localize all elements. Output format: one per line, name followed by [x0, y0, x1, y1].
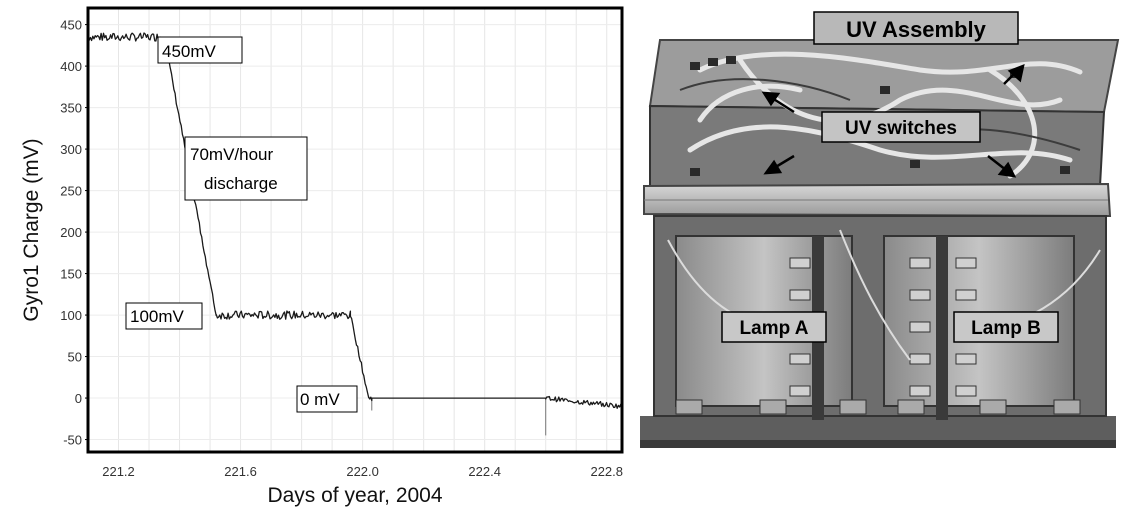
photo-title-label: UV Assembly [813, 11, 1019, 45]
y-axis-title: Gyro1 Charge (mV) [20, 138, 43, 321]
svg-text:100mV: 100mV [130, 307, 185, 326]
y-tick-label: 150 [60, 267, 82, 282]
svg-text:450mV: 450mV [162, 42, 217, 61]
annotation-450mv: 450mV [157, 36, 243, 64]
y-tick-label: 100 [60, 308, 82, 323]
x-tick-label: 222.4 [468, 464, 501, 479]
y-tick-label: 50 [68, 350, 82, 365]
y-tick-label: 250 [60, 184, 82, 199]
svg-text:0 mV: 0 mV [300, 390, 340, 409]
plot-frame [86, 6, 624, 454]
y-tick-label: 300 [60, 142, 82, 157]
svg-text:discharge: discharge [204, 174, 278, 193]
x-axis-title: Days of year, 2004 [267, 484, 442, 507]
svg-text:UV Assembly: UV Assembly [846, 17, 987, 42]
svg-text:UV switches: UV switches [845, 118, 957, 139]
y-tick-label: 400 [60, 59, 82, 74]
uv-switches-label: UV switches [821, 111, 981, 143]
y-tick-label: 450 [60, 18, 82, 33]
lamp-b-label: Lamp B [953, 311, 1059, 343]
plot-area [88, 8, 622, 452]
annotation-0mv: 0 mV [296, 385, 358, 413]
x-tick-label: 221.2 [102, 464, 135, 479]
y-tick-label: 200 [60, 225, 82, 240]
gridlines [87, 8, 622, 452]
annotation-100mv: 100mV [125, 302, 203, 330]
x-tick-label: 221.6 [224, 464, 257, 479]
svg-text:Lamp B: Lamp B [971, 318, 1041, 339]
x-tick-label: 222.0 [346, 464, 379, 479]
y-tick-label: 0 [75, 391, 82, 406]
uv-assembly-photo: UV Assembly UV switches Lamp A Lamp B [626, 11, 1122, 464]
y-tick-labels: 450 400 350 300 250 200 150 100 50 0 -50 [60, 18, 88, 448]
series-line-gyro1-charge [88, 32, 622, 409]
annotation-discharge-rate: 70mV/hour discharge [184, 136, 308, 201]
x-tick-labels: 221.2 221.6 222.0 222.4 222.8 [102, 464, 623, 479]
svg-text:70mV/hour: 70mV/hour [190, 145, 273, 164]
y-tick-label: 350 [60, 101, 82, 116]
svg-text:Lamp A: Lamp A [740, 318, 809, 339]
x-tick-label: 222.8 [590, 464, 623, 479]
lamp-a-label: Lamp A [721, 311, 827, 343]
y-tick-label: -50 [63, 433, 82, 448]
